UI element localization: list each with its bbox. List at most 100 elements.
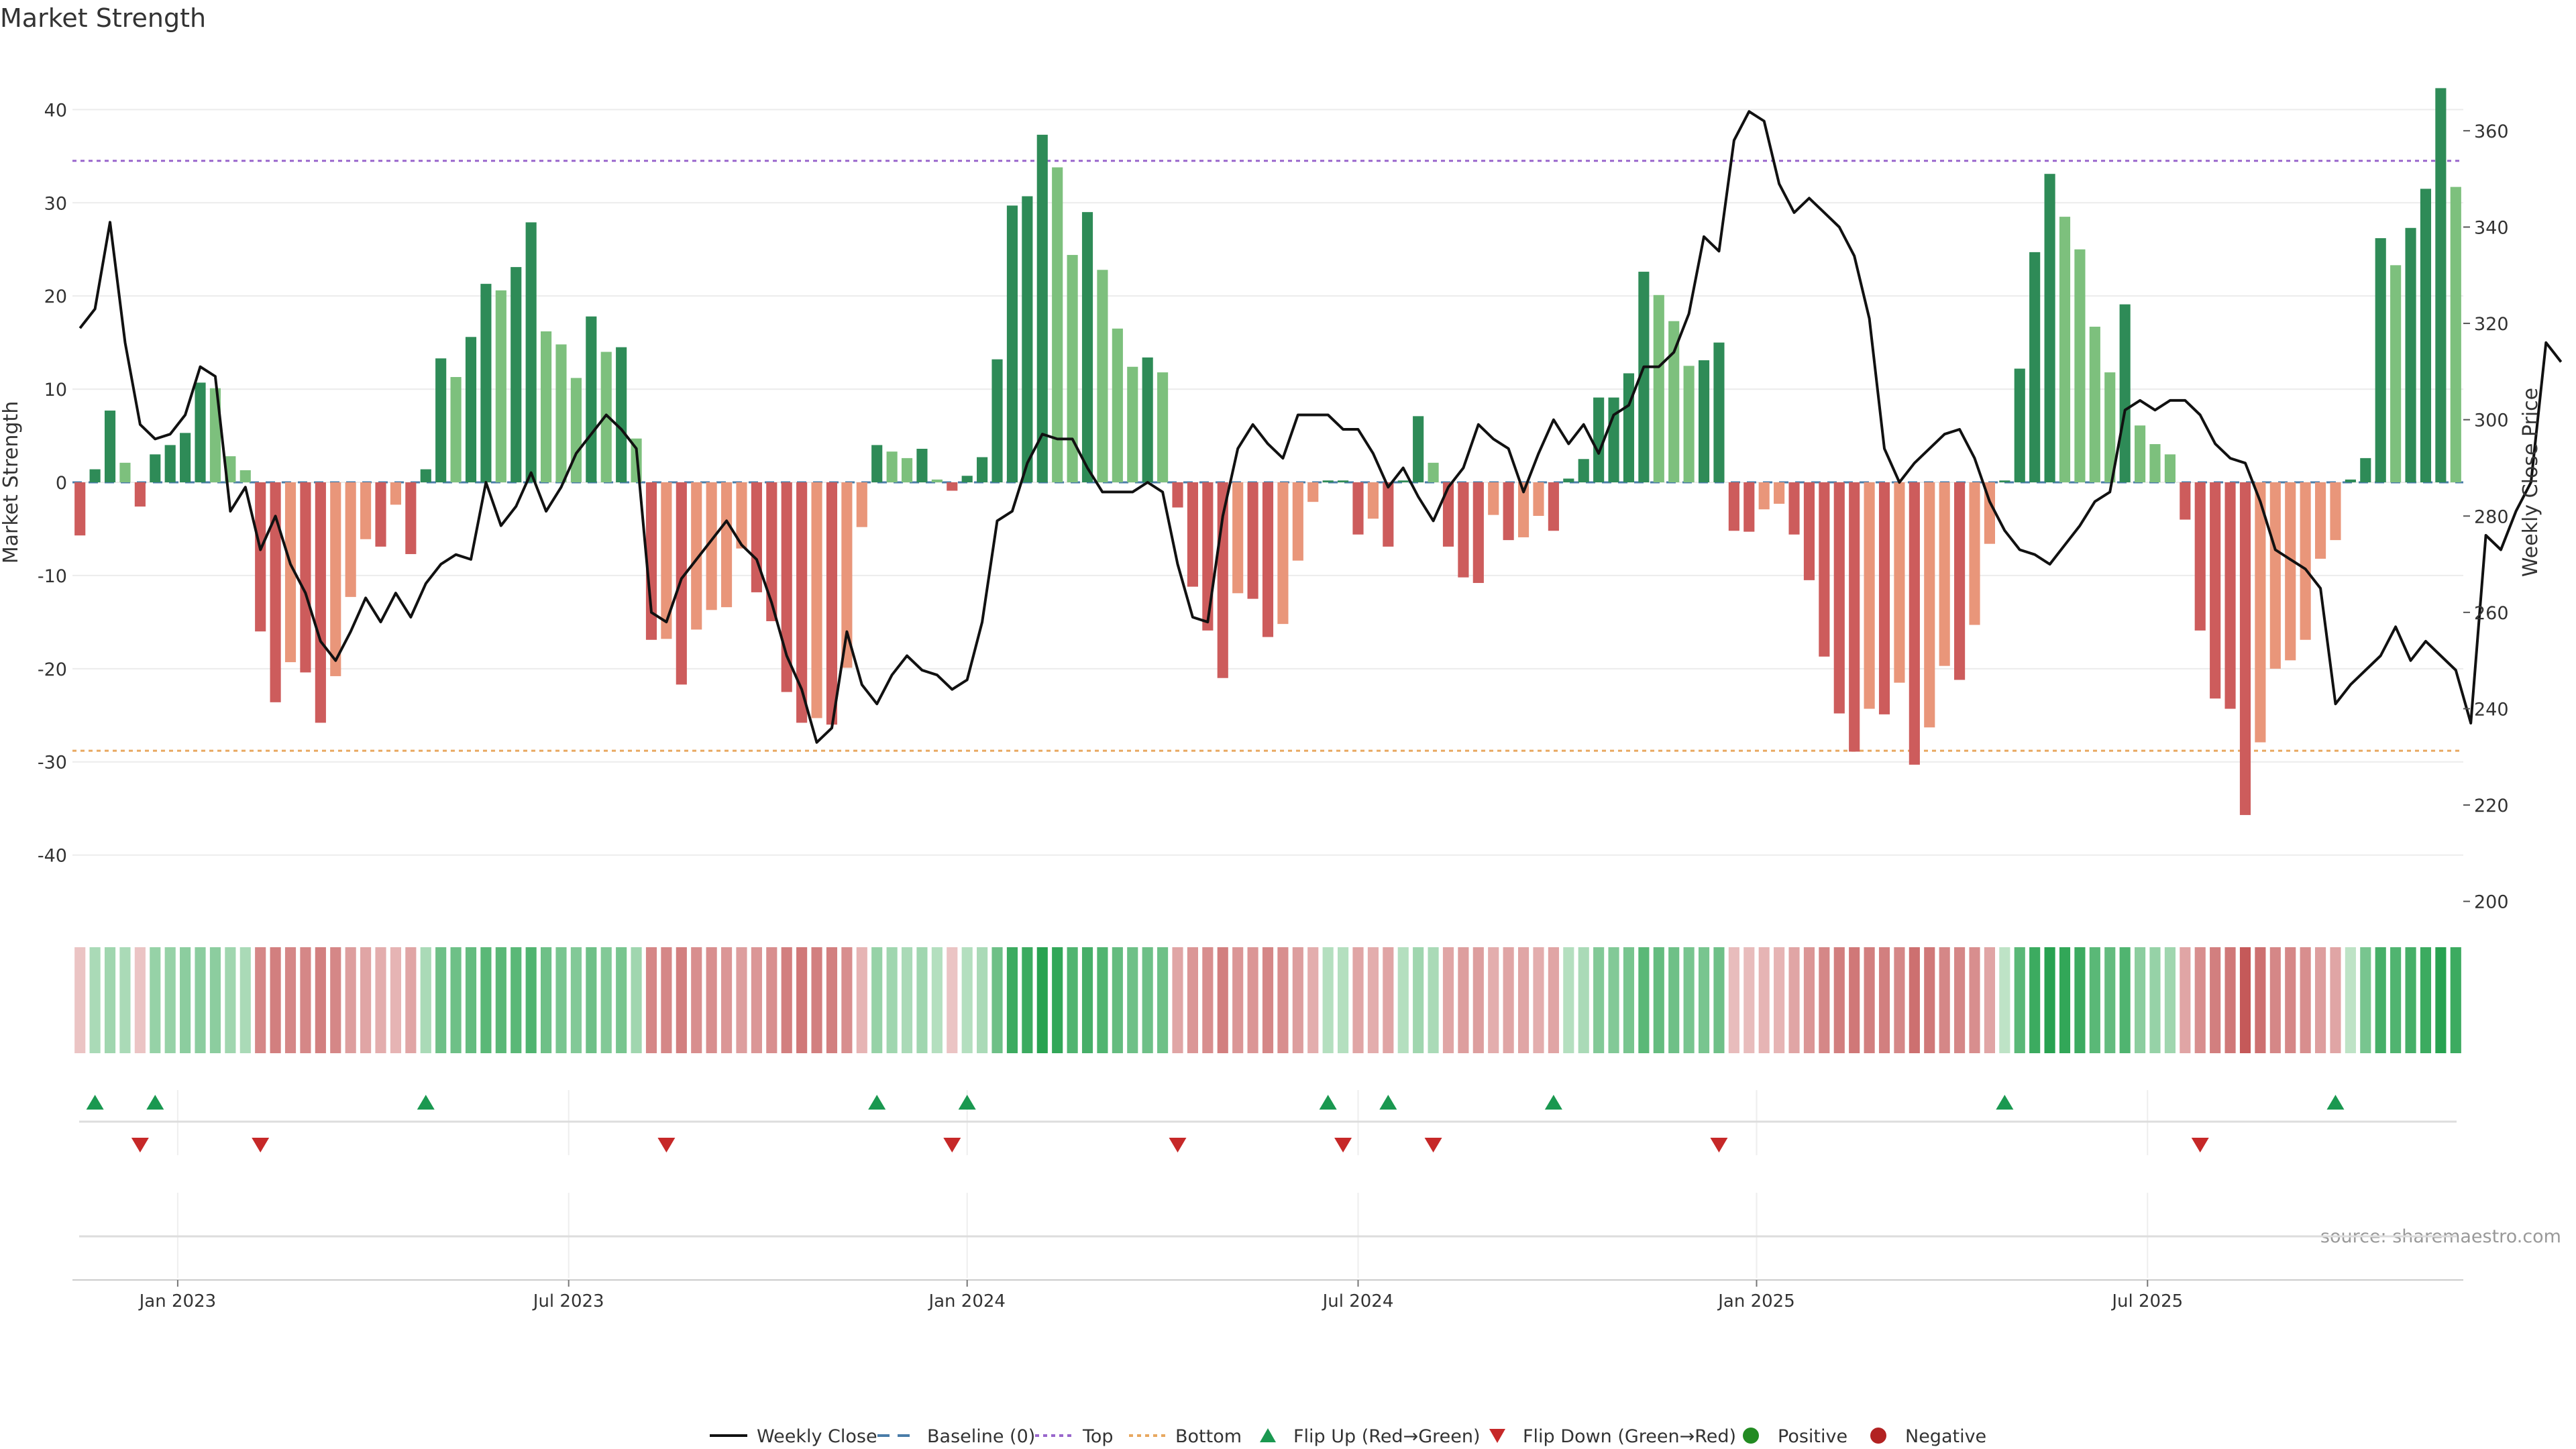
heat-cell: [1473, 947, 1484, 1053]
heat-cell: [150, 947, 160, 1053]
strength-bar: [555, 344, 566, 482]
heat-cell: [1834, 947, 1845, 1053]
strength-bar: [1428, 463, 1438, 482]
heat-cell: [105, 947, 115, 1053]
heat-cell: [1097, 947, 1108, 1053]
strength-bar: [2270, 482, 2281, 669]
strength-bar: [1593, 398, 1604, 482]
heat-cell: [165, 947, 176, 1053]
strength-bar: [947, 482, 957, 491]
strength-bar: [586, 317, 596, 482]
heat-cell: [887, 947, 898, 1053]
y-tick-label: -30: [38, 753, 67, 773]
heat-cell: [1142, 947, 1153, 1053]
legend-swatch-negative: [1870, 1428, 1886, 1444]
heat-cell: [2330, 947, 2341, 1053]
strength-bar: [150, 454, 160, 482]
heat-cell: [421, 947, 431, 1053]
heat-cell: [1894, 947, 1904, 1053]
heat-cell: [1668, 947, 1679, 1053]
heat-cell: [2255, 947, 2265, 1053]
strength-bar: [345, 482, 356, 597]
y-tick-label: -40: [38, 846, 67, 867]
heat-cell: [555, 947, 566, 1053]
heat-cell: [721, 947, 732, 1053]
heat-cell: [1263, 947, 1273, 1053]
strength-bar: [1578, 459, 1589, 482]
strength-bar: [2135, 425, 2145, 482]
y2-tick-label: 340: [2474, 217, 2509, 238]
heat-cell: [135, 947, 146, 1053]
heat-cell: [736, 947, 747, 1053]
heat-cell: [1232, 947, 1243, 1053]
heat-cell: [811, 947, 822, 1053]
heat-cell: [1999, 947, 2010, 1053]
strength-bar: [1954, 482, 1965, 680]
heat-cell: [2029, 947, 2040, 1053]
y-tick-label: -10: [38, 566, 67, 587]
strength-bar: [1759, 482, 1770, 509]
strength-bar: [2375, 238, 2386, 482]
heat-cell: [330, 947, 341, 1053]
heat-cell: [435, 947, 446, 1053]
heat-cell: [1082, 947, 1093, 1053]
heat-cell: [571, 947, 582, 1053]
heat-cell: [1443, 947, 1454, 1053]
heat-cell: [661, 947, 672, 1053]
y-tick-label: 0: [56, 473, 67, 494]
heat-cell: [1954, 947, 1965, 1053]
heat-cell: [1488, 947, 1499, 1053]
strength-bar: [1007, 205, 1018, 482]
legend-label: Positive: [1778, 1426, 1847, 1447]
strength-bar: [1157, 372, 1168, 482]
strength-bar: [1729, 482, 1739, 531]
strength-bar: [1774, 482, 1784, 504]
strength-bar: [676, 482, 687, 684]
heat-cell: [1383, 947, 1393, 1053]
heat-cell: [1909, 947, 1920, 1053]
y2-axis-label: Weekly Close Price: [2519, 388, 2542, 577]
x-tick-label: Jul 2023: [532, 1291, 604, 1311]
strength-bar: [105, 411, 115, 482]
strength-bar: [1939, 482, 1950, 666]
strength-bar: [119, 463, 130, 482]
strength-bar: [2090, 327, 2100, 482]
x-tick-label: Jul 2025: [2110, 1291, 2183, 1311]
heat-cell: [1352, 947, 1363, 1053]
strength-bar: [751, 482, 762, 592]
strength-bar: [74, 482, 85, 535]
strength-bar: [1788, 482, 1799, 535]
heat-cell: [375, 947, 386, 1053]
heat-cell: [826, 947, 837, 1053]
heat-cell: [751, 947, 762, 1053]
heat-cell: [1864, 947, 1875, 1053]
heat-cell: [466, 947, 476, 1053]
heat-cell: [2045, 947, 2055, 1053]
strength-bar: [1473, 482, 1484, 583]
strength-bar: [962, 476, 973, 482]
heat-cell: [902, 947, 912, 1053]
heat-cell: [646, 947, 657, 1053]
strength-bar: [435, 358, 446, 482]
strength-bar: [1743, 482, 1754, 532]
heat-cell: [857, 947, 867, 1053]
heat-cell: [947, 947, 957, 1053]
strength-bar: [1834, 482, 1845, 714]
legend-label: Weekly Close: [757, 1426, 877, 1447]
heat-cell: [1277, 947, 1288, 1053]
heat-cell: [1368, 947, 1379, 1053]
strength-bar: [616, 347, 627, 482]
strength-bar: [1909, 482, 1920, 765]
heat-cell: [1939, 947, 1950, 1053]
strength-bar: [1713, 343, 1724, 482]
legend-label: Bottom: [1175, 1426, 1242, 1447]
heat-cell: [2345, 947, 2356, 1053]
strength-bar: [1623, 373, 1634, 482]
heat-cell: [210, 947, 221, 1053]
heat-cell: [962, 947, 973, 1053]
strength-bar: [2315, 482, 2326, 559]
strength-bar: [902, 458, 912, 482]
strength-bar: [2330, 482, 2341, 540]
strength-bar: [375, 482, 386, 547]
strength-bar: [405, 482, 416, 554]
